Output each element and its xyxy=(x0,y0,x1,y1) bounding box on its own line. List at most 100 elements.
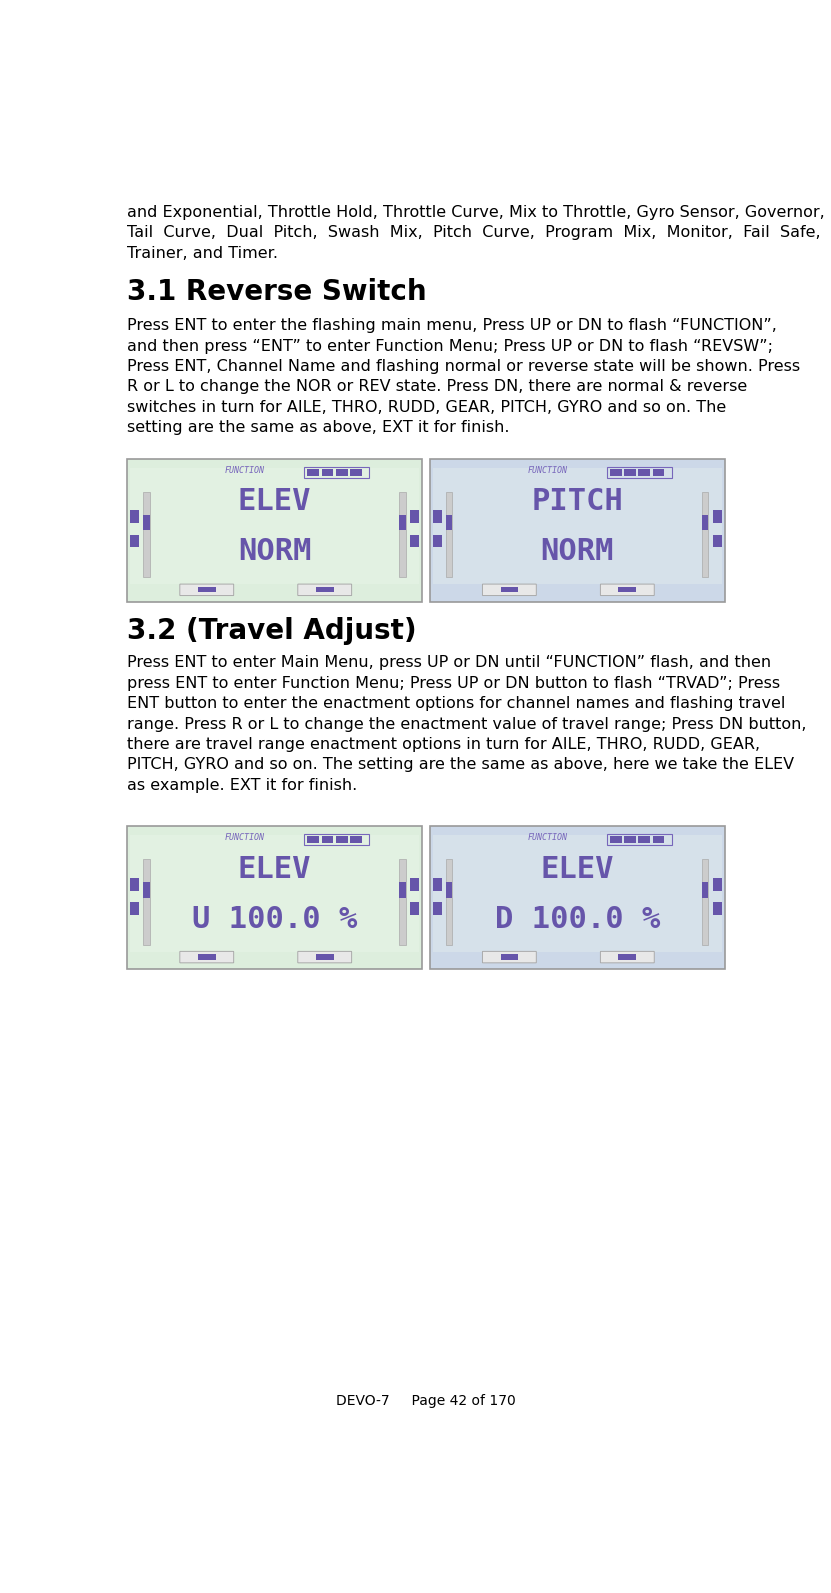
Bar xyxy=(702,859,709,945)
FancyBboxPatch shape xyxy=(433,468,721,585)
Bar xyxy=(713,535,721,548)
Bar xyxy=(610,468,622,476)
Bar xyxy=(322,836,333,843)
Bar xyxy=(316,954,333,959)
Text: switches in turn for AILE, THRO, RUDD, GEAR, PITCH, GYRO and so on. The: switches in turn for AILE, THRO, RUDD, G… xyxy=(127,400,726,414)
Text: ENT button to enter the enactment options for channel names and flashing travel: ENT button to enter the enactment option… xyxy=(127,696,785,712)
FancyBboxPatch shape xyxy=(483,585,536,596)
Text: FUNCTION: FUNCTION xyxy=(528,833,568,843)
Bar xyxy=(336,468,347,476)
Bar xyxy=(350,836,361,843)
Bar xyxy=(433,535,441,548)
Bar xyxy=(618,954,637,959)
Bar xyxy=(130,535,139,548)
Bar xyxy=(702,492,709,577)
FancyBboxPatch shape xyxy=(127,459,422,602)
Bar xyxy=(446,859,452,945)
Bar xyxy=(143,515,150,530)
Text: R or L to change the NOR or REV state. Press DN, there are normal & reverse: R or L to change the NOR or REV state. P… xyxy=(127,379,747,395)
Bar xyxy=(411,535,419,548)
Bar xyxy=(304,835,369,844)
Bar xyxy=(143,883,150,897)
Bar xyxy=(446,883,452,897)
Text: Press ENT, Channel Name and flashing normal or reverse state will be shown. Pres: Press ENT, Channel Name and flashing nor… xyxy=(127,358,800,374)
FancyBboxPatch shape xyxy=(130,835,419,951)
Bar xyxy=(307,468,319,476)
Bar xyxy=(433,878,441,890)
Bar xyxy=(400,859,406,945)
Bar xyxy=(624,468,636,476)
FancyBboxPatch shape xyxy=(601,585,654,596)
Bar xyxy=(433,510,441,523)
FancyBboxPatch shape xyxy=(297,585,352,596)
Text: FUNCTION: FUNCTION xyxy=(225,467,265,475)
Text: range. Press R or L to change the enactment value of travel range; Press DN butt: range. Press R or L to change the enactm… xyxy=(127,717,807,731)
Bar xyxy=(316,588,333,593)
Bar xyxy=(702,515,709,530)
Text: press ENT to enter Function Menu; Press UP or DN button to flash “TRVAD”; Press: press ENT to enter Function Menu; Press … xyxy=(127,675,780,691)
Bar xyxy=(130,902,139,914)
Text: and then press “ENT” to enter Function Menu; Press UP or DN to flash “REVSW”;: and then press “ENT” to enter Function M… xyxy=(127,339,773,354)
Bar xyxy=(618,588,637,593)
Bar xyxy=(713,510,721,523)
Bar xyxy=(702,883,709,897)
Bar xyxy=(198,588,215,593)
Bar xyxy=(610,836,622,843)
Bar xyxy=(322,468,333,476)
Text: U 100.0 %: U 100.0 % xyxy=(192,905,357,933)
Text: ELEV: ELEV xyxy=(540,855,614,884)
FancyBboxPatch shape xyxy=(179,585,234,596)
Text: 3.1 Reverse Switch: 3.1 Reverse Switch xyxy=(127,279,427,306)
Text: and Exponential, Throttle Hold, Throttle Curve, Mix to Throttle, Gyro Sensor, Go: and Exponential, Throttle Hold, Throttle… xyxy=(127,205,825,220)
Text: Press ENT to enter the flashing main menu, Press UP or DN to flash “FUNCTION”,: Press ENT to enter the flashing main men… xyxy=(127,319,777,333)
Bar xyxy=(624,836,636,843)
FancyBboxPatch shape xyxy=(297,951,352,962)
Bar xyxy=(411,878,419,890)
Bar xyxy=(433,902,441,914)
Bar xyxy=(130,510,139,523)
Text: there are travel range enactment options in turn for AILE, THRO, RUDD, GEAR,: there are travel range enactment options… xyxy=(127,738,760,752)
Text: ELEV: ELEV xyxy=(238,855,312,884)
FancyBboxPatch shape xyxy=(179,951,234,962)
Bar xyxy=(638,468,650,476)
Text: DEVO-7     Page 42 of 170: DEVO-7 Page 42 of 170 xyxy=(336,1394,516,1408)
Bar xyxy=(446,492,452,577)
Text: FUNCTION: FUNCTION xyxy=(225,833,265,843)
Text: Tail  Curve,  Dual  Pitch,  Swash  Mix,  Pitch  Curve,  Program  Mix,  Monitor, : Tail Curve, Dual Pitch, Swash Mix, Pitch… xyxy=(127,226,821,241)
Bar xyxy=(411,510,419,523)
Bar xyxy=(143,492,150,577)
Text: ELEV: ELEV xyxy=(238,487,312,516)
FancyBboxPatch shape xyxy=(430,827,725,969)
Bar xyxy=(400,492,406,577)
Text: Press ENT to enter Main Menu, press UP or DN until “FUNCTION” flash, and then: Press ENT to enter Main Menu, press UP o… xyxy=(127,655,771,671)
FancyBboxPatch shape xyxy=(483,951,536,962)
Bar xyxy=(607,467,671,478)
Text: D 100.0 %: D 100.0 % xyxy=(494,905,660,933)
Bar xyxy=(400,515,406,530)
Bar xyxy=(713,878,721,890)
Text: setting are the same as above, EXT it for finish.: setting are the same as above, EXT it fo… xyxy=(127,421,509,435)
Bar xyxy=(607,835,671,844)
Bar xyxy=(713,902,721,914)
Bar xyxy=(500,954,519,959)
Bar xyxy=(446,515,452,530)
Bar xyxy=(130,878,139,890)
FancyBboxPatch shape xyxy=(433,835,721,951)
FancyBboxPatch shape xyxy=(430,459,725,602)
Bar xyxy=(653,468,665,476)
Bar xyxy=(307,836,319,843)
FancyBboxPatch shape xyxy=(127,827,422,969)
Text: Trainer, and Timer.: Trainer, and Timer. xyxy=(127,245,278,261)
FancyBboxPatch shape xyxy=(130,468,419,585)
Bar xyxy=(653,836,665,843)
Bar xyxy=(143,859,150,945)
Text: NORM: NORM xyxy=(238,537,312,566)
Bar xyxy=(638,836,650,843)
Text: as example. EXT it for finish.: as example. EXT it for finish. xyxy=(127,777,357,793)
Text: 3.2 (Travel Adjust): 3.2 (Travel Adjust) xyxy=(127,616,417,645)
FancyBboxPatch shape xyxy=(601,951,654,962)
Bar xyxy=(411,902,419,914)
Text: PITCH, GYRO and so on. The setting are the same as above, here we take the ELEV: PITCH, GYRO and so on. The setting are t… xyxy=(127,758,794,773)
Bar xyxy=(500,588,519,593)
Bar xyxy=(336,836,347,843)
